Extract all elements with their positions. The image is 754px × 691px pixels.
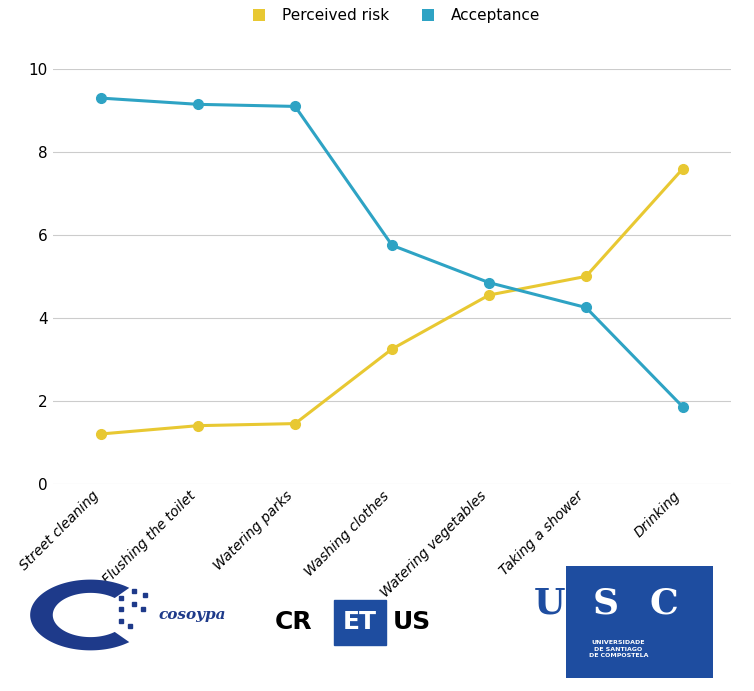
- Legend: Perceived risk, Acceptance: Perceived risk, Acceptance: [238, 2, 546, 29]
- FancyBboxPatch shape: [566, 566, 713, 678]
- Text: cosoypa: cosoypa: [158, 608, 226, 622]
- Text: CR: CR: [274, 610, 312, 634]
- Text: US: US: [393, 610, 431, 634]
- Text: UNIVERSIDADE
DE SANTIAGO
DE COMPOSTELA: UNIVERSIDADE DE SANTIAGO DE COMPOSTELA: [589, 640, 648, 659]
- Text: ET: ET: [343, 610, 377, 634]
- Text: U: U: [534, 586, 566, 621]
- Polygon shape: [30, 580, 129, 650]
- FancyBboxPatch shape: [333, 600, 386, 645]
- Text: C: C: [650, 586, 679, 621]
- Text: S: S: [593, 586, 619, 621]
